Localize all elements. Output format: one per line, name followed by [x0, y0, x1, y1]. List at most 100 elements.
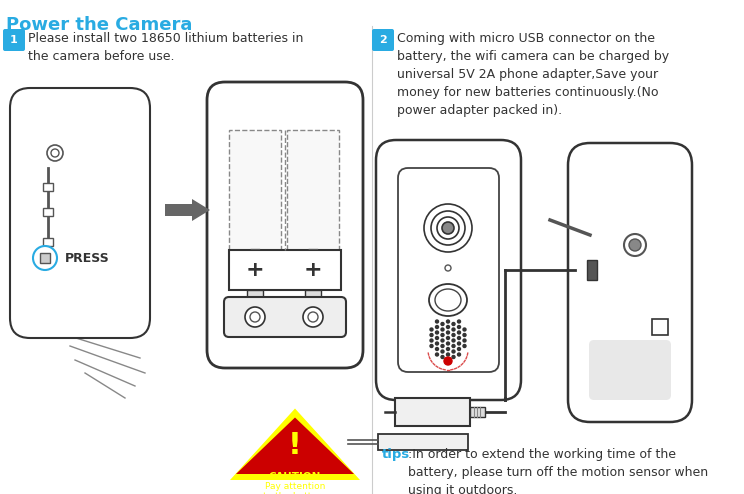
Text: tips: tips [382, 448, 410, 461]
Circle shape [441, 323, 444, 326]
Bar [229, 250, 341, 290]
Circle shape [435, 320, 438, 323]
Circle shape [629, 239, 641, 251]
Circle shape [441, 356, 444, 359]
Circle shape [250, 312, 260, 322]
Text: !: ! [288, 430, 302, 459]
Circle shape [430, 339, 433, 342]
Circle shape [435, 347, 438, 351]
FancyBboxPatch shape [398, 168, 499, 372]
Circle shape [458, 331, 461, 334]
Circle shape [452, 328, 455, 331]
Bar [652, 319, 668, 335]
FancyBboxPatch shape [589, 340, 671, 400]
Circle shape [463, 333, 466, 336]
Circle shape [47, 145, 63, 161]
Bar [229, 130, 281, 250]
Text: −: − [307, 242, 319, 257]
Text: CAUTION: CAUTION [269, 472, 321, 482]
Circle shape [435, 353, 438, 356]
Circle shape [452, 323, 455, 326]
Circle shape [452, 333, 455, 336]
Bar [470, 407, 485, 417]
Bar [378, 434, 468, 450]
Circle shape [308, 312, 318, 322]
Circle shape [441, 339, 444, 342]
Circle shape [435, 336, 438, 339]
Circle shape [458, 336, 461, 339]
Bar [40, 253, 50, 263]
FancyBboxPatch shape [207, 82, 363, 368]
Circle shape [430, 333, 433, 336]
Circle shape [446, 347, 449, 351]
Circle shape [446, 326, 449, 329]
FancyBboxPatch shape [568, 143, 692, 422]
Polygon shape [230, 409, 360, 480]
Circle shape [245, 307, 265, 327]
Circle shape [435, 342, 438, 345]
Circle shape [458, 353, 461, 356]
Circle shape [446, 342, 449, 345]
FancyBboxPatch shape [376, 140, 521, 400]
Text: −: − [248, 242, 261, 257]
Text: Pay attention: Pay attention [265, 482, 325, 491]
Bar [395, 398, 470, 426]
Text: PRESS: PRESS [65, 251, 110, 264]
Bar [305, 290, 321, 302]
Text: Coming with micro USB connector on the
battery, the wifi camera can be charged b: Coming with micro USB connector on the b… [397, 32, 669, 117]
Circle shape [441, 333, 444, 336]
Bar [287, 130, 339, 250]
Circle shape [446, 336, 449, 339]
Ellipse shape [435, 289, 461, 311]
Text: to the battery: to the battery [263, 492, 327, 494]
Circle shape [441, 328, 444, 331]
Text: Please install two 18650 lithium batteries in
the camera before use.: Please install two 18650 lithium batteri… [28, 32, 304, 63]
Circle shape [463, 328, 466, 331]
Circle shape [441, 344, 444, 347]
Circle shape [431, 211, 465, 245]
Circle shape [424, 204, 472, 252]
FancyBboxPatch shape [10, 88, 150, 338]
Circle shape [435, 326, 438, 329]
Circle shape [51, 149, 59, 157]
Circle shape [435, 331, 438, 334]
Text: +: + [246, 260, 264, 280]
Circle shape [463, 339, 466, 342]
Circle shape [442, 222, 454, 234]
Bar [43, 183, 53, 191]
Circle shape [444, 357, 452, 365]
Circle shape [33, 246, 57, 270]
Circle shape [463, 344, 466, 347]
Circle shape [624, 234, 646, 256]
Text: Power the Camera: Power the Camera [6, 16, 193, 34]
Text: :In order to extend the working time of the
battery, please turn off the motion : :In order to extend the working time of … [408, 448, 708, 494]
Circle shape [452, 344, 455, 347]
Circle shape [303, 307, 323, 327]
Bar [587, 260, 597, 280]
Bar [43, 238, 53, 246]
Circle shape [452, 356, 455, 359]
Bar [43, 208, 53, 216]
Circle shape [437, 217, 459, 239]
Circle shape [458, 342, 461, 345]
Circle shape [445, 265, 451, 271]
Circle shape [446, 320, 449, 323]
Circle shape [458, 326, 461, 329]
Circle shape [458, 320, 461, 323]
Text: 2: 2 [379, 35, 387, 45]
Polygon shape [236, 417, 354, 474]
Ellipse shape [429, 284, 467, 316]
Circle shape [430, 344, 433, 347]
FancyBboxPatch shape [224, 297, 346, 337]
Circle shape [446, 353, 449, 356]
Circle shape [441, 350, 444, 353]
FancyBboxPatch shape [3, 29, 25, 51]
FancyArrow shape [165, 199, 210, 221]
Circle shape [446, 331, 449, 334]
Circle shape [458, 347, 461, 351]
Bar [247, 290, 263, 302]
Text: +: + [304, 260, 322, 280]
Circle shape [452, 339, 455, 342]
Circle shape [452, 350, 455, 353]
FancyBboxPatch shape [372, 29, 394, 51]
